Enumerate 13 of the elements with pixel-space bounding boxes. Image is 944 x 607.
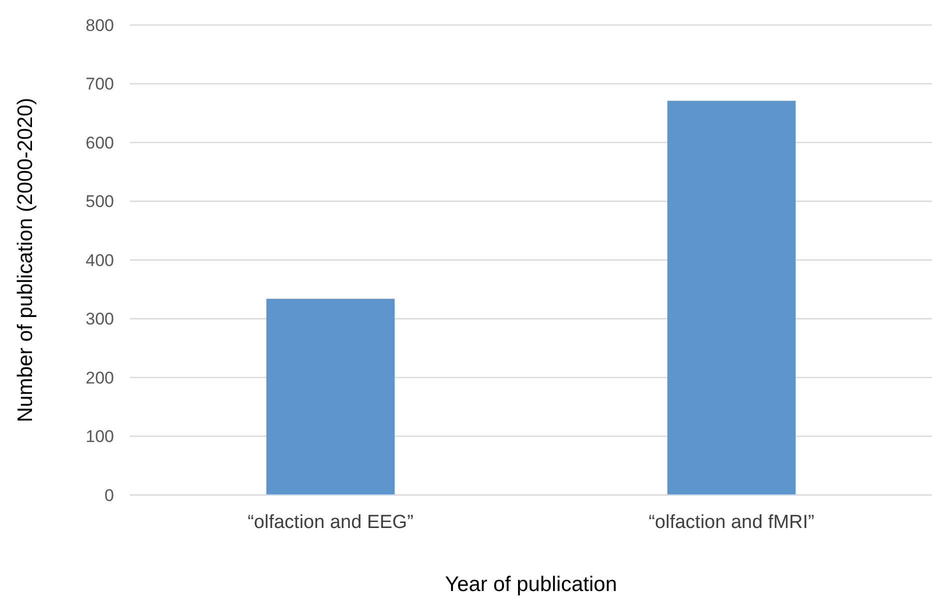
- y-tick-label: 0: [104, 486, 114, 505]
- x-tick-label: “olfaction and fMRI”: [648, 512, 814, 533]
- y-tick-label: 600: [86, 133, 114, 152]
- y-axis-title: Number of publication (2000-2020): [14, 98, 37, 422]
- y-tick-label: 300: [86, 310, 114, 329]
- x-axis-title: Year of publication: [444, 573, 618, 596]
- y-tick-label: 500: [86, 192, 114, 212]
- y-tick-label: 200: [86, 368, 114, 388]
- y-tick-label: 100: [86, 427, 114, 446]
- y-tick-label: 400: [86, 250, 114, 270]
- y-tick-label: 700: [86, 74, 114, 94]
- x-tick-label: “olfaction and EEG”: [248, 512, 414, 533]
- y-tick-label: 800: [86, 16, 114, 35]
